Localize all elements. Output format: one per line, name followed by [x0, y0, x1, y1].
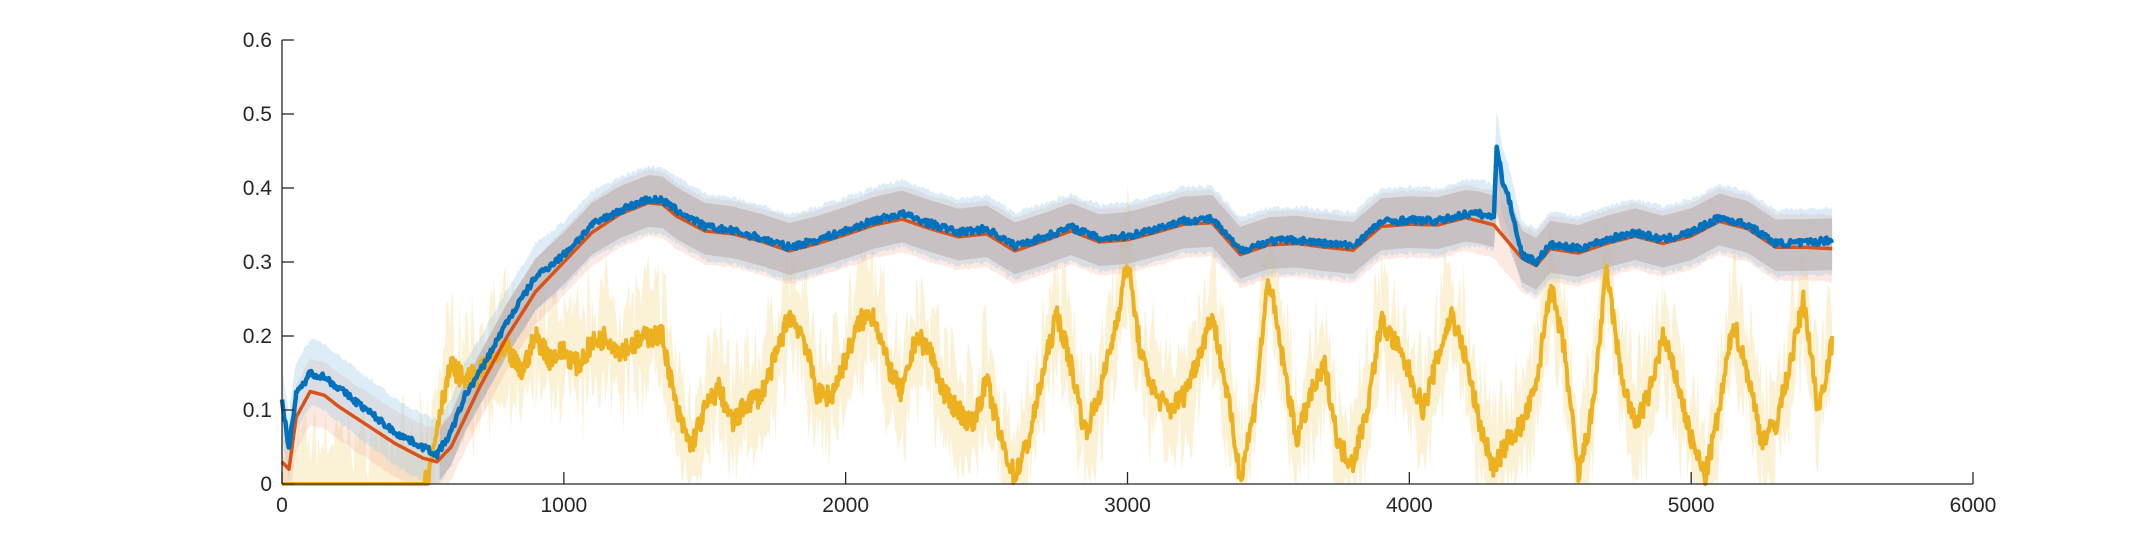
x-tick-label: 0	[276, 494, 288, 517]
band-overlap	[439, 160, 1833, 481]
x-tick-label: 4000	[1386, 494, 1433, 517]
y-tick-label: 0.2	[243, 325, 272, 348]
series-lines	[279, 144, 1835, 486]
y-tick-label: 0.4	[243, 177, 273, 200]
x-tick-label: 6000	[1950, 494, 1997, 517]
y-tick-label: 0.1	[243, 399, 272, 422]
x-tick-label: 3000	[1104, 494, 1151, 517]
x-tick-label: 2000	[822, 494, 869, 517]
y-tick-label: 0.6	[243, 29, 272, 52]
axes: 0 1000 2000 3000 4000 5000 6000 0 0.1 0.2 0.3 0.4 0.…	[243, 29, 1997, 517]
uncertainty-bands	[282, 111, 1833, 485]
y-tick-label: 0.5	[243, 103, 272, 126]
series-2-band	[282, 168, 1833, 484]
series-3-line	[280, 264, 1835, 486]
y-tick-label: 0	[260, 473, 272, 496]
series-1-line	[279, 144, 1835, 460]
y-tick-label: 0.3	[243, 251, 272, 274]
x-tick-label: 1000	[540, 494, 587, 517]
series-3-band	[282, 185, 1833, 484]
x-tick-label: 5000	[1668, 494, 1715, 517]
